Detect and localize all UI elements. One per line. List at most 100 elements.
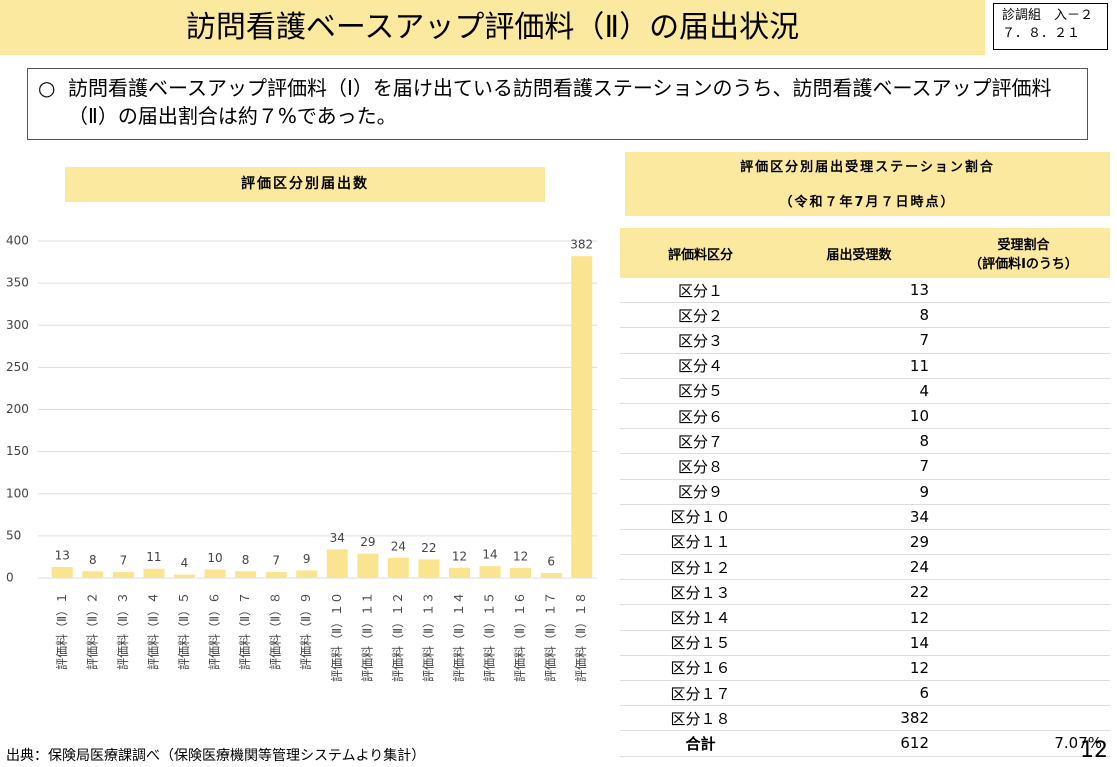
source-note: 出典：保険局医療課調べ（保険医療機関等管理システムより集計）: [6, 748, 426, 764]
value-label: 8: [242, 553, 250, 567]
bar: [174, 574, 195, 578]
table-row: 区分８ 7: [620, 453, 1110, 480]
x-tick-label: 評価料（Ⅱ）６: [207, 592, 222, 670]
table-row: 区分６ 10: [620, 403, 1110, 430]
table: 評価料区分 届出受理数 受理割合 （評価料Ⅰのうち） 区分１ 13 区分２ 8 区分３ 7 区…: [620, 228, 1110, 757]
bullet: ○: [38, 76, 56, 100]
bar: [296, 570, 318, 578]
x-tick-label: 評価料（Ⅱ）１８: [573, 592, 588, 682]
table-cell: 区分１７: [620, 680, 781, 707]
empty-cell: [937, 327, 1110, 354]
table-row: 区分７ 8: [620, 428, 1110, 455]
table-cell: 612: [781, 730, 937, 757]
column-header: 評価料区分: [620, 228, 781, 278]
bar: [204, 569, 226, 578]
x-tick-label: 評価料（Ⅱ）１４: [451, 592, 466, 682]
bar: [571, 256, 593, 578]
empty-cell: [937, 403, 1110, 430]
empty-cell: [937, 378, 1110, 404]
slide-title: 訪問看護ベースアップ評価料（Ⅱ）の届出状況: [0, 0, 985, 55]
table-cell: 区分１５: [620, 630, 781, 656]
table-row: 区分２ 8: [620, 302, 1110, 329]
table-row: 区分１２ 24: [620, 554, 1110, 581]
empty-cell: [937, 680, 1110, 707]
table-row: 区分１１ 29: [620, 529, 1110, 556]
table-row: 区分１８ 382: [620, 705, 1110, 732]
y-tick-label: 350: [6, 276, 29, 290]
table-cell: 区分５: [620, 378, 781, 404]
empty-cell: [937, 705, 1110, 732]
x-tick-label: 評価料（Ⅱ）１１: [359, 592, 374, 682]
table-cell: 区分９: [620, 479, 781, 505]
value-label: 12: [513, 549, 528, 563]
value-label: 7: [272, 554, 280, 568]
table-cell: 8: [781, 302, 937, 329]
table-title-text: 評価区分別届出受理ステーション割合: [740, 160, 995, 175]
empty-cell: [937, 579, 1110, 606]
table-cell: 区分１: [620, 278, 781, 304]
table-row: 区分５ 4: [620, 378, 1110, 404]
table-cell: 9: [781, 479, 937, 505]
table-cell: 14: [781, 630, 937, 656]
table-cell: 13: [781, 278, 937, 304]
table-cell: 4: [781, 378, 937, 404]
table-row: 区分１４ 12: [620, 604, 1110, 631]
value-label: 10: [207, 551, 222, 565]
total-row: 合計 612 7.07%: [620, 730, 1110, 757]
page-number: 12: [1080, 738, 1108, 763]
table-cell: 区分３: [620, 327, 781, 354]
bar: [479, 566, 501, 578]
table-cell: 12: [781, 655, 937, 682]
value-label: 382: [570, 238, 593, 252]
table-row: 区分１７ 6: [620, 680, 1110, 707]
bar: [265, 572, 287, 578]
bar: [112, 572, 134, 578]
bar: [357, 553, 379, 578]
value-label: 6: [547, 554, 555, 568]
x-tick-label: 評価料（Ⅱ）９: [298, 592, 313, 670]
x-tick-label: 評価料（Ⅱ）１２: [390, 592, 405, 682]
empty-cell: [937, 554, 1110, 581]
value-label: 24: [391, 539, 406, 553]
value-label: 34: [330, 531, 345, 545]
table-row: 区分１ 13: [620, 278, 1110, 304]
table-cell: 区分７: [620, 428, 781, 455]
table-cell: 10: [781, 403, 937, 430]
bar: [540, 572, 562, 578]
x-tick-label: 評価料（Ⅱ）３: [115, 592, 130, 670]
x-tick-label: 評価料（Ⅱ）１６: [512, 592, 527, 682]
table-cell: 22: [781, 579, 937, 606]
y-tick-label: 150: [6, 444, 29, 458]
bar: [510, 567, 532, 578]
table-cell: 7: [781, 327, 937, 354]
value-label: 11: [146, 550, 161, 564]
y-tick-label: 300: [6, 318, 29, 332]
y-tick-label: 0: [6, 571, 14, 585]
table-subtitle: （令和７年7月７日時点）: [779, 195, 956, 210]
y-tick-label: 100: [6, 486, 29, 500]
table-cell: 7: [781, 453, 937, 480]
table-cell: 区分１１: [620, 529, 781, 556]
empty-cell: [937, 302, 1110, 329]
table-cell: 区分４: [620, 353, 781, 379]
empty-cell: [937, 353, 1110, 379]
value-label: 7: [120, 554, 128, 568]
table-cell: 12: [781, 604, 937, 631]
x-tick-label: 評価料（Ⅱ）８: [268, 592, 283, 670]
empty-cell: [937, 453, 1110, 480]
value-label: 22: [421, 541, 436, 555]
value-label: 12: [452, 549, 467, 563]
table-cell: 382: [781, 705, 937, 732]
table-cell: 区分２: [620, 302, 781, 329]
table-row: 区分３ 7: [620, 327, 1110, 354]
empty-cell: [937, 278, 1110, 304]
y-tick-label: 400: [6, 234, 29, 248]
header-line: 受理割合: [997, 238, 1050, 253]
x-tick-label: 評価料（Ⅱ）１３: [420, 592, 435, 682]
bar: [418, 559, 440, 578]
y-tick-label: 250: [6, 360, 29, 374]
table-row: 区分１６ 12: [620, 655, 1110, 682]
empty-cell: [937, 479, 1110, 505]
summary-box: ○ 訪問看護ベースアップ評価料（Ⅰ）を届け出ている訪問看護ステーションのうち、訪…: [27, 68, 1088, 140]
y-tick-label: 200: [6, 402, 29, 416]
